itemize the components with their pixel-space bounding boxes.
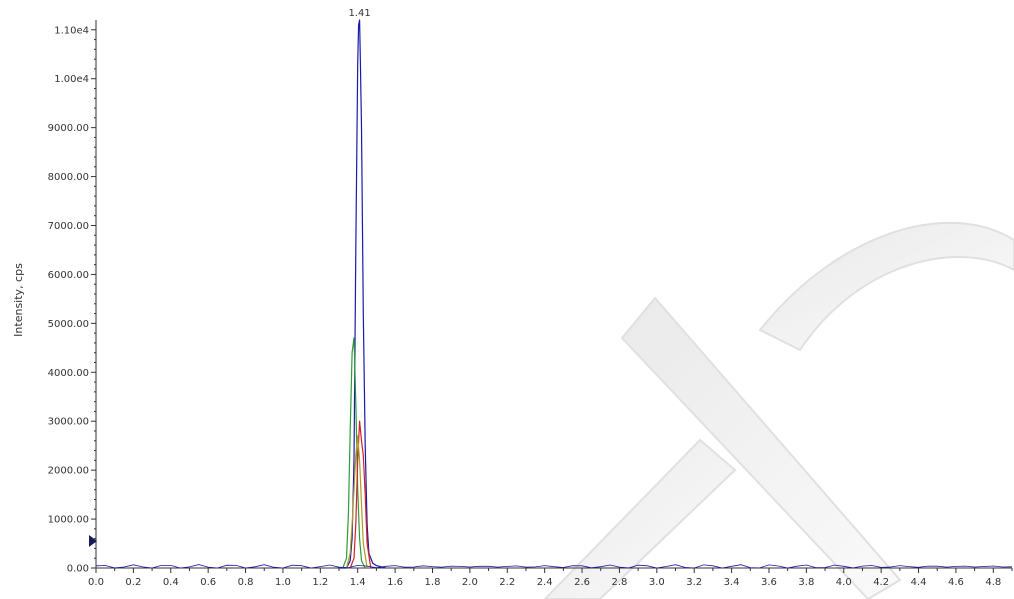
x-tick-label: 4.2	[873, 577, 889, 588]
y-tick-label: 5000.00	[48, 319, 89, 330]
y-tick-label: 8000.00	[48, 172, 89, 183]
x-tick-label: 2.6	[574, 577, 590, 588]
x-tick-label: 0.8	[238, 577, 254, 588]
series-line-1	[339, 19, 386, 569]
x-tick-label: 1.2	[312, 577, 328, 588]
y-tick-label: 1.10e4	[54, 25, 89, 36]
x-tick-label: 4.0	[836, 577, 852, 588]
x-tick-label: 0.0	[88, 577, 104, 588]
x-tick-label: 2.0	[462, 577, 478, 588]
x-tick-label: 4.6	[948, 577, 964, 588]
y-axis-ticks: 0.00 1000.00 2000.00 3000.00 4000.00 5000.00 6…	[48, 25, 96, 575]
watermark-logo	[543, 221, 1014, 599]
x-tick-label: 2.8	[611, 577, 627, 588]
x-tick-label: 1.0	[275, 577, 291, 588]
plot-axes	[95, 20, 1012, 569]
x-tick-label: 3.6	[761, 577, 777, 588]
x-axis-ticks: 0.0 0.2 0.4 0.6 0.8 1.0 1.2 1.4 1.6 1.8 2.0 2.2 2.4 2…	[88, 568, 1013, 588]
y-tick-label: 1.00e4	[54, 74, 89, 85]
x-tick-label: 4.4	[911, 577, 927, 588]
x-tick-label: 1.4	[350, 577, 366, 588]
x-tick-label: 3.0	[649, 577, 665, 588]
x-tick-label: 3.2	[686, 577, 702, 588]
x-tick-label: 2.2	[499, 577, 515, 588]
y-tick-label: 1000.00	[48, 515, 89, 526]
y-tick-label: 2000.00	[48, 466, 89, 477]
y-tick-label: 4000.00	[48, 368, 89, 379]
baseline-marker-icon	[89, 535, 97, 547]
chart-series	[95, 19, 1013, 569]
x-tick-label: 0.6	[200, 577, 216, 588]
x-tick-label: 0.4	[163, 577, 179, 588]
y-tick-label: 6000.00	[48, 270, 89, 281]
y-tick-label: 0.00	[67, 564, 89, 575]
x-tick-label: 4.8	[985, 577, 1001, 588]
baseline-noise	[95, 564, 1013, 569]
y-tick-label: 9000.00	[48, 123, 89, 134]
x-tick-label: 3.8	[798, 577, 814, 588]
x-tick-label: 1.6	[387, 577, 403, 588]
y-axis-title: Intensity, cps	[12, 263, 25, 337]
peak-annotations: 1.41	[348, 8, 370, 19]
x-tick-label: 3.4	[724, 577, 740, 588]
series-line-3	[349, 420, 372, 569]
y-tick-label: 3000.00	[48, 417, 89, 428]
series-line-2	[342, 337, 366, 569]
peak-label: 1.41	[348, 8, 370, 19]
x-tick-label: 0.2	[125, 577, 141, 588]
y-tick-label: 7000.00	[48, 221, 89, 232]
series-line-4	[345, 435, 368, 569]
x-tick-label: 1.8	[425, 577, 441, 588]
x-tick-label: 2.4	[537, 577, 553, 588]
